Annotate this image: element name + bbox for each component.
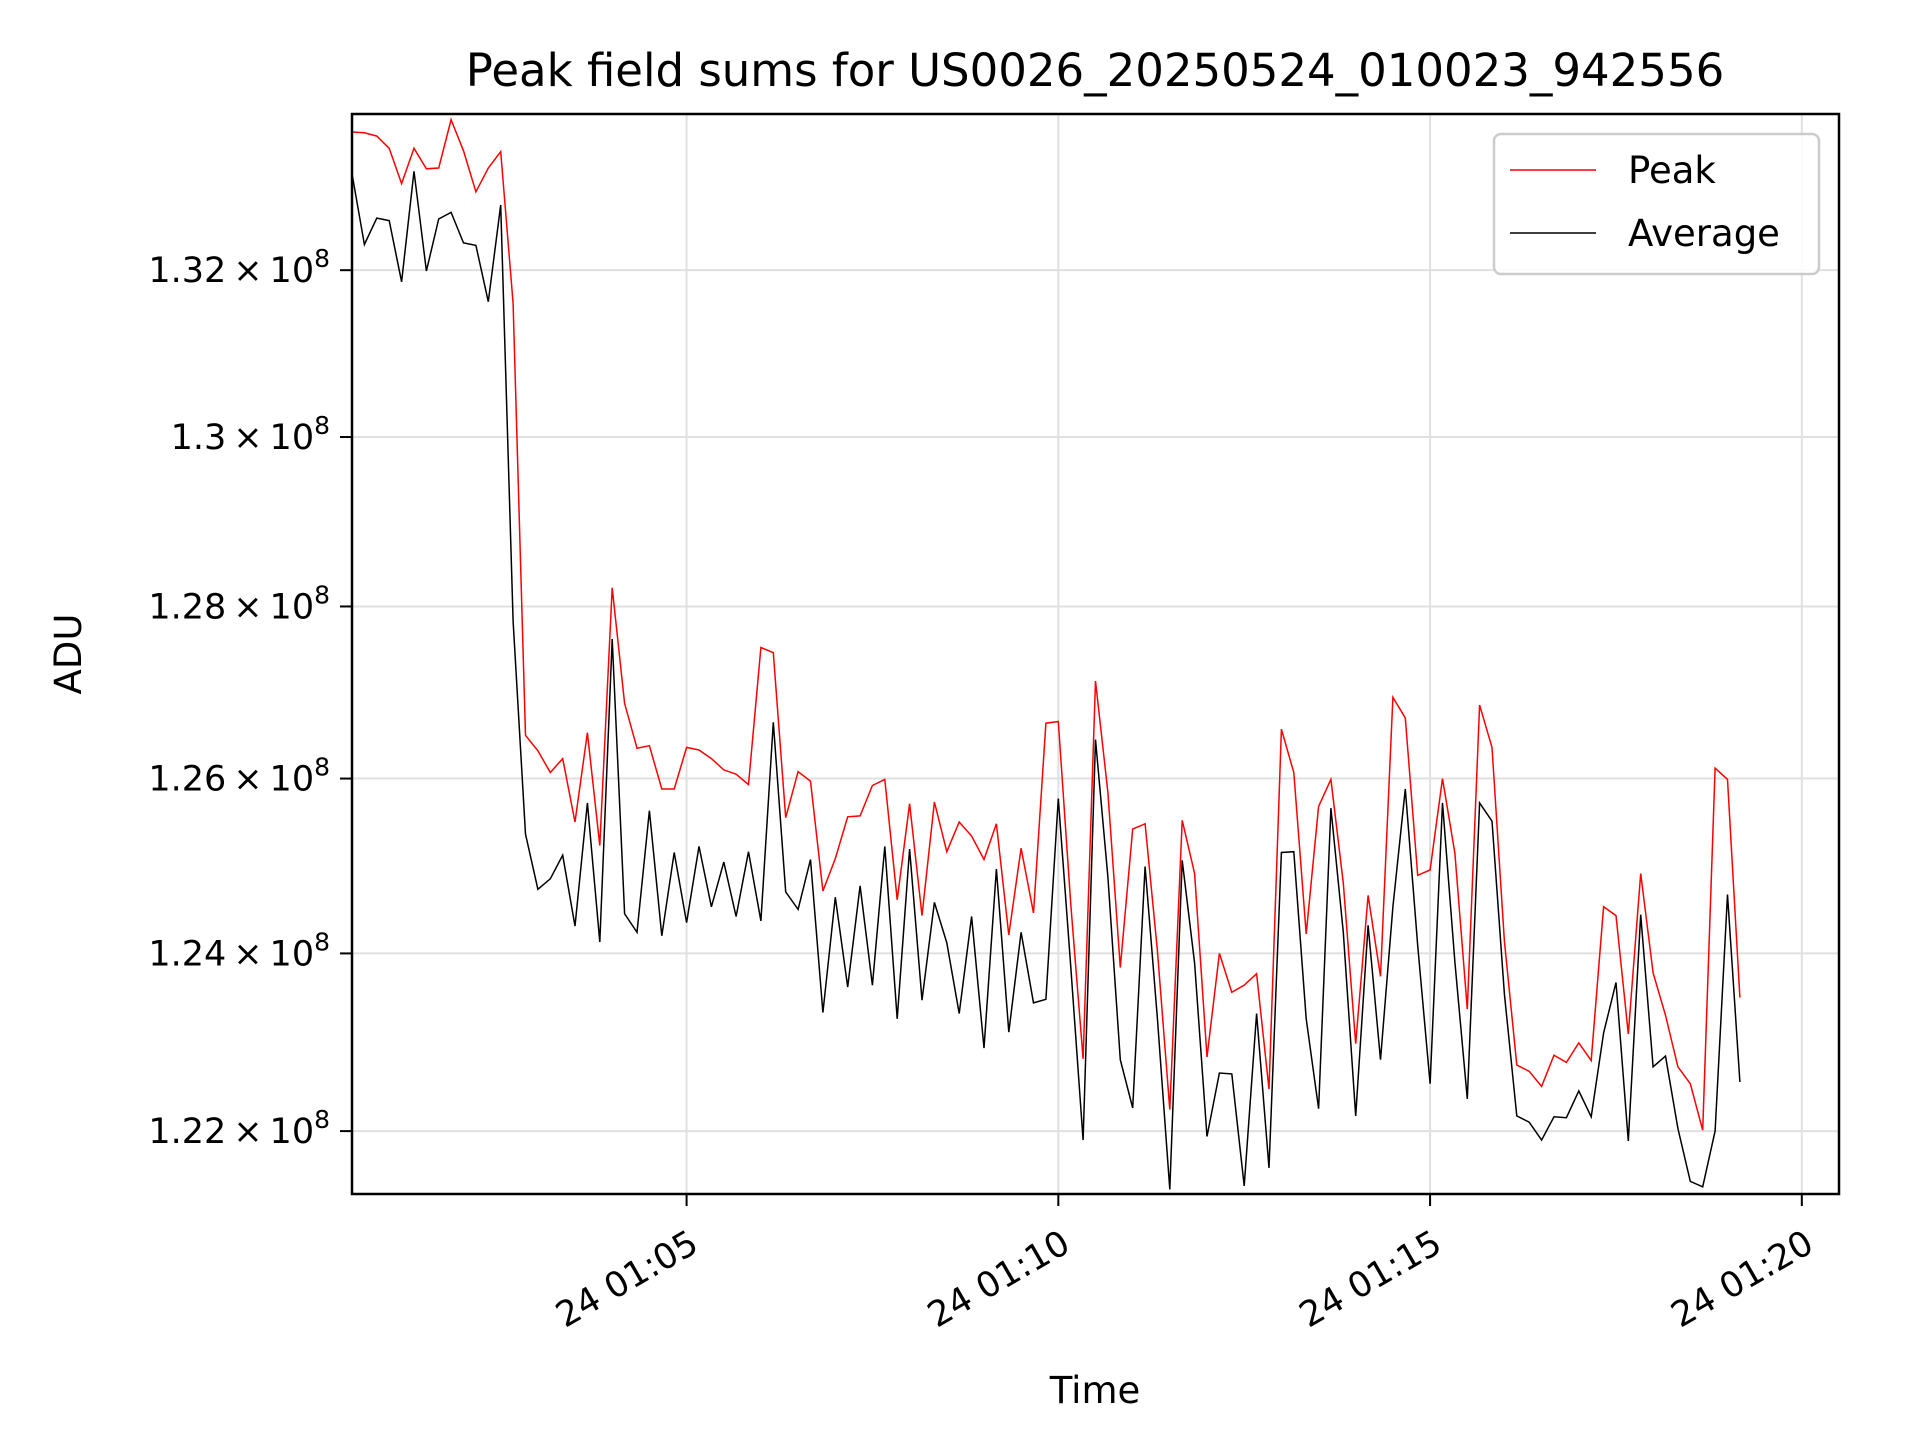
y-tick-label: 1.26 × 108 [148,753,330,800]
y-tick-label: 1.28 × 108 [148,580,330,627]
gridlines [352,114,1839,1194]
y-axis: 1.22 × 108 1.24 × 108 1.26 × 108 1.28 × 108… [148,244,352,1152]
legend: Peak Average [1492,132,1821,276]
y-tick-label: 1.22 × 108 [148,1105,330,1152]
series-line-average [352,171,1741,1190]
legend-label-average: Average [1628,212,1780,255]
x-axis-label: Time [1049,1369,1141,1412]
y-tick-label: 1.32 × 108 [148,244,330,291]
plot-frame [350,112,1841,1196]
chart-title: Peak field sums for US0026_20250524_0100… [466,44,1724,97]
y-axis-label: ADU [47,614,90,695]
series-line-peak [352,117,1741,1131]
series-layer [352,117,1741,1190]
y-tick-label: 1.3 × 108 [171,411,330,458]
legend-label-peak: Peak [1628,149,1716,192]
y-tick-label: 1.24 × 108 [148,927,330,974]
legend-box [1492,132,1821,276]
